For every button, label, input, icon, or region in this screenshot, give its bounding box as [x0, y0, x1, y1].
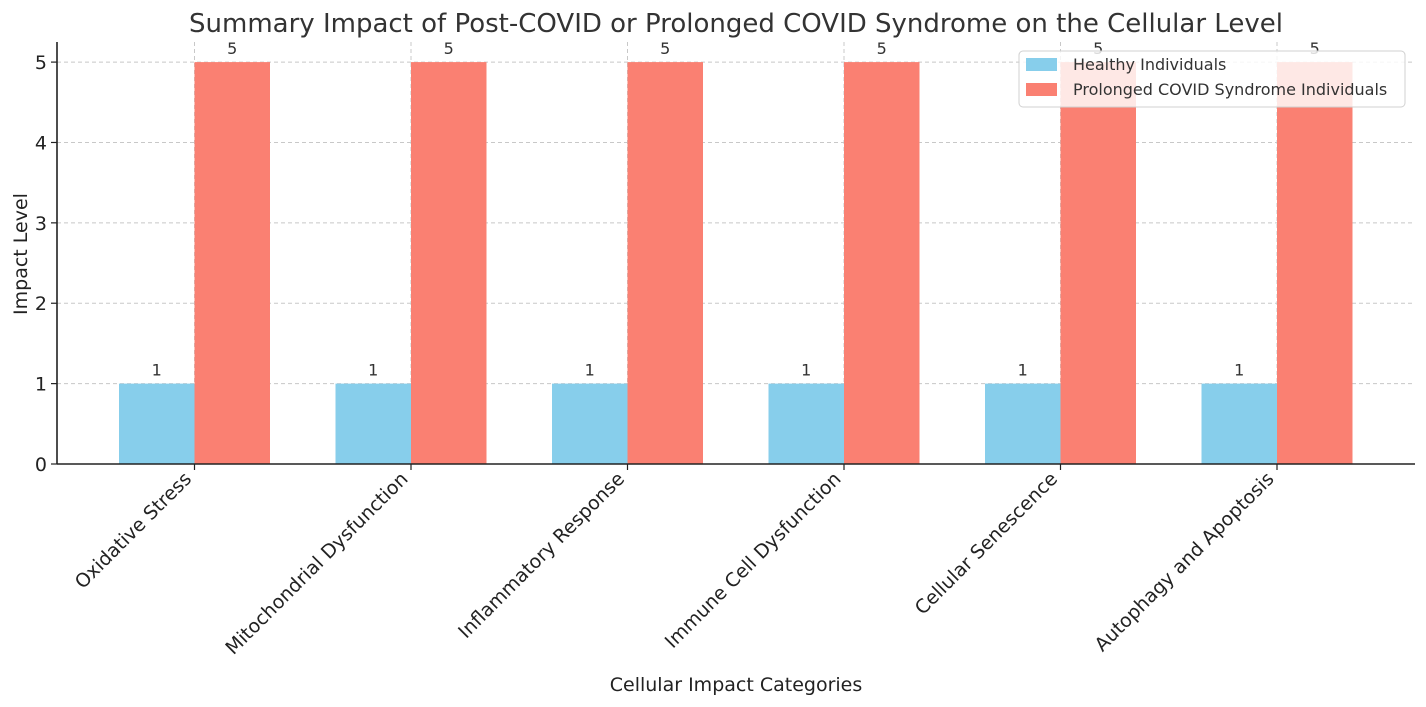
bar-prolonged-covid-syndrome-individuals-cellular-senescence [1060, 62, 1136, 464]
y-tick-label-5: 5 [35, 52, 47, 74]
y-tick-label-4: 4 [35, 132, 47, 154]
y-tick-label-0: 0 [35, 454, 47, 476]
legend-box [1018, 50, 1406, 108]
data-labels: 1 1 1 1 1 1 5 5 5 5 5 5 [152, 39, 1320, 380]
data-label-prolonged-covid-syndrome-individuals-mitochondrial-dysfunction: 5 [444, 39, 454, 58]
y-axis-ticks: 0 1 2 3 4 5 [35, 52, 57, 476]
data-label-prolonged-covid-syndrome-individuals-autophagy-and-apoptosis: 5 [1310, 39, 1320, 58]
legend-label-healthy: Healthy Individuals [1073, 55, 1226, 74]
y-axis-title: Impact Level [10, 193, 32, 315]
x-tick-label-mitochondrial-dysfunction: Mitochondrial Dysfunction [221, 468, 412, 659]
data-label-healthy-individuals-cellular-senescence: 1 [1018, 361, 1028, 380]
x-tick-label-autophagy-and-apoptosis: Autophagy and Apoptosis [1091, 468, 1279, 656]
y-tick-label-1: 1 [35, 374, 47, 396]
x-tick-label-immune-cell-dysfunction: Immune Cell Dysfunction [661, 468, 846, 653]
bar-prolonged-covid-syndrome-individuals-autophagy-and-apoptosis [1277, 62, 1353, 464]
x-tick-label-cellular-senescence: Cellular Senescence [911, 468, 1062, 619]
x-tick-label-oxidative-stress: Oxidative Stress [71, 468, 196, 593]
data-label-healthy-individuals-immune-cell-dysfunction: 1 [801, 361, 811, 380]
data-label-prolonged-covid-syndrome-individuals-immune-cell-dysfunction: 5 [877, 39, 887, 58]
bar-healthy-individuals-oxidative-stress [119, 383, 195, 464]
x-tick-label-inflammatory-response: Inflammatory Response [454, 468, 629, 643]
bar-prolonged-covid-syndrome-individuals-mitochondrial-dysfunction [411, 62, 487, 464]
chart-title: Summary Impact of Post-COVID or Prolonge… [189, 9, 1283, 39]
legend-swatch-healthy [1026, 58, 1057, 71]
bar-healthy-individuals-mitochondrial-dysfunction [335, 383, 411, 464]
bar-prolonged-covid-syndrome-individuals-inflammatory-response [627, 62, 703, 464]
bar-healthy-individuals-autophagy-and-apoptosis [1201, 383, 1277, 464]
legend-label-prolonged-covid: Prolonged COVID Syndrome Individuals [1073, 80, 1387, 99]
legend: Healthy Individuals Prolonged COVID Synd… [1018, 50, 1406, 108]
data-label-prolonged-covid-syndrome-individuals-inflammatory-response: 5 [660, 39, 670, 58]
axes [56, 42, 1415, 465]
data-label-healthy-individuals-mitochondrial-dysfunction: 1 [368, 361, 378, 380]
data-label-healthy-individuals-autophagy-and-apoptosis: 1 [1234, 361, 1244, 380]
x-axis-ticks: Oxidative Stress Mitochondrial Dysfunctio… [71, 464, 1279, 659]
bar-prolonged-covid-syndrome-individuals-oxidative-stress [194, 62, 270, 464]
bar-healthy-individuals-inflammatory-response [552, 383, 628, 464]
data-label-prolonged-covid-syndrome-individuals-cellular-senescence: 5 [1093, 39, 1103, 58]
data-label-prolonged-covid-syndrome-individuals-oxidative-stress: 5 [227, 39, 237, 58]
data-label-healthy-individuals-oxidative-stress: 1 [152, 361, 162, 380]
y-tick-label-2: 2 [35, 293, 47, 315]
x-axis-title: Cellular Impact Categories [610, 674, 863, 696]
bars [119, 62, 1353, 464]
y-tick-label-3: 3 [35, 213, 47, 235]
bar-healthy-individuals-cellular-senescence [985, 383, 1061, 464]
bar-prolonged-covid-syndrome-individuals-immune-cell-dysfunction [844, 62, 920, 464]
data-label-healthy-individuals-inflammatory-response: 1 [585, 361, 595, 380]
bar-healthy-individuals-immune-cell-dysfunction [768, 383, 844, 464]
legend-swatch-prolonged-covid [1026, 83, 1057, 96]
